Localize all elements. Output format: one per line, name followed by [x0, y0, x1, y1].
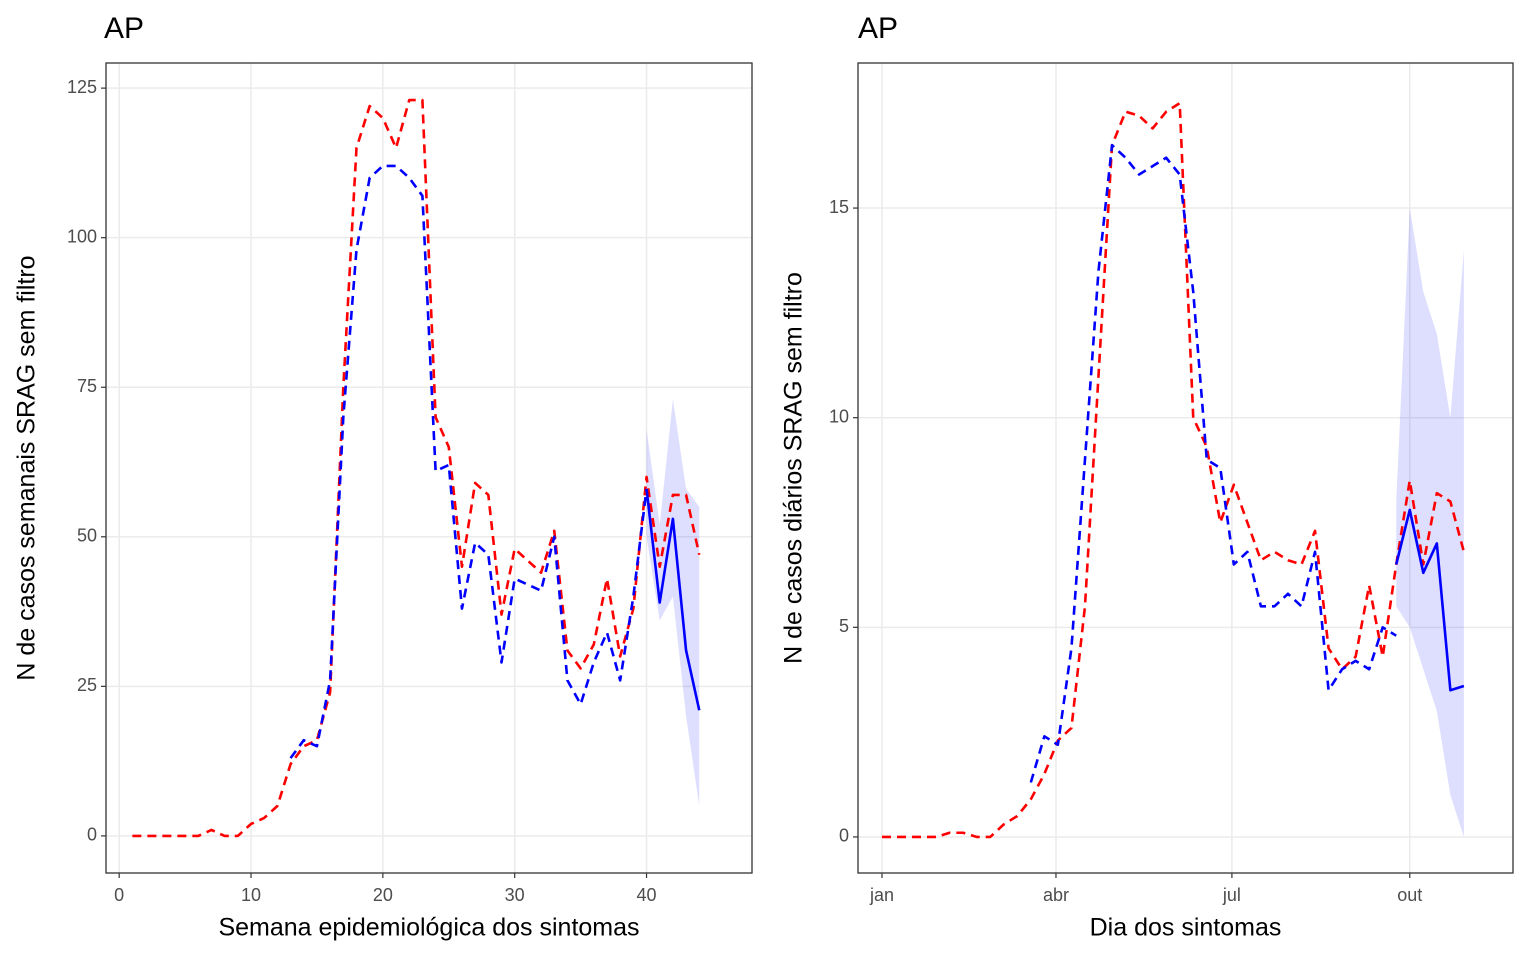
x-tick-label: 0 [114, 885, 124, 905]
plot-border [105, 62, 753, 874]
chart-title: AP [104, 12, 144, 45]
y-tick-label: 10 [829, 406, 849, 426]
series-line [1394, 508, 1465, 692]
series-line [289, 164, 648, 759]
x-tick-label: jul [1222, 885, 1241, 905]
y-axis-title: N de casos diários SRAG sem filtro [780, 272, 808, 664]
x-tick-label: out [1397, 885, 1422, 905]
x-tick-label: 40 [637, 885, 657, 905]
series-line [645, 488, 701, 711]
x-tick-label: 20 [373, 885, 393, 905]
series-line [1029, 143, 1397, 783]
y-tick-label: 0 [839, 826, 849, 846]
y-tick-label: 100 [67, 226, 97, 246]
y-tick-label: 50 [77, 526, 97, 546]
x-tick-label: abr [1043, 885, 1069, 905]
x-tick-label: 30 [505, 885, 525, 905]
series-line [132, 98, 701, 838]
chart-title: AP [858, 12, 898, 45]
panel: 0 5 10 15 jan abr jul out AP Dia dos sintomas N de… [780, 12, 1514, 942]
series-line [881, 101, 1466, 839]
y-tick-label: 125 [67, 77, 97, 97]
plot-background [858, 63, 1513, 873]
x-axis-title: Semana epidemiológica dos sintomas [218, 914, 639, 942]
x-tick-label: jan [869, 885, 894, 905]
plot-border [857, 62, 1514, 874]
y-tick-label: 15 [829, 197, 849, 217]
y-axis-title: N de casos semanais SRAG sem filtro [13, 255, 41, 680]
x-tick-label: 10 [241, 885, 261, 905]
plot-background [106, 63, 752, 873]
y-tick-label: 75 [77, 376, 97, 396]
y-tick-label: 5 [839, 616, 849, 636]
x-axis-title: Dia dos sintomas [1090, 914, 1282, 942]
y-tick-label: 0 [87, 825, 97, 845]
y-tick-label: 25 [77, 675, 97, 695]
panel: 0 25 50 75 100 125 0 10 20 30 40 AP Semana epidemiol… [13, 12, 753, 942]
